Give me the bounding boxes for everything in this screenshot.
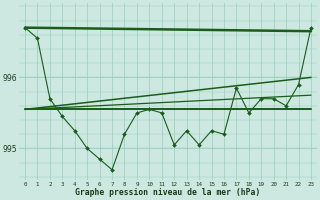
X-axis label: Graphe pression niveau de la mer (hPa): Graphe pression niveau de la mer (hPa) bbox=[76, 188, 260, 197]
